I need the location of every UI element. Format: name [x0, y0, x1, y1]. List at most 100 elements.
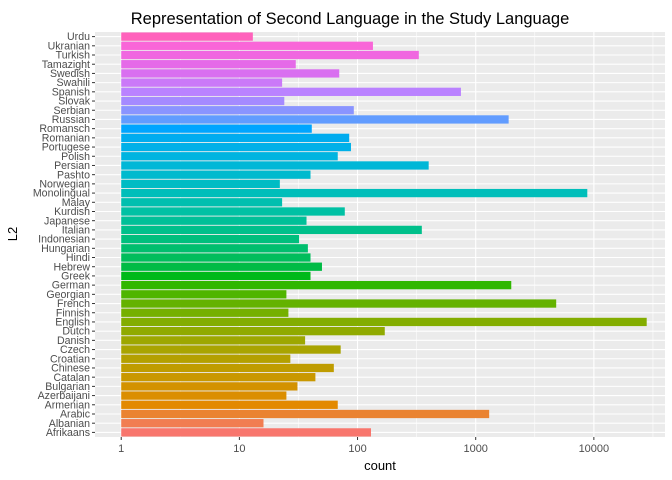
y-tick-label: Croatian: [50, 353, 90, 365]
y-tick-label: Polish: [61, 151, 90, 163]
bar-chinese: [121, 363, 334, 373]
bar-pashto: [121, 170, 311, 179]
x-tick-label: 10000: [579, 443, 610, 455]
y-tick-label: Norwegian: [39, 178, 90, 190]
y-tick-label: Kurdish: [54, 206, 90, 218]
y-tick-label: Malay: [62, 197, 91, 209]
y-tick-label: Czech: [60, 344, 90, 356]
y-tick-label: Hindi: [66, 252, 90, 264]
bar-portugese: [121, 142, 351, 152]
bar-indonesian: [121, 234, 300, 244]
bar-catalan: [121, 373, 316, 382]
y-tick-label: Finnish: [56, 307, 90, 319]
y-tick-label: Arabic: [60, 409, 91, 421]
y-tick-label: Japanese: [44, 215, 90, 227]
y-tick-label: Romanian: [42, 132, 90, 144]
y-tick-label: Hebrew: [53, 261, 90, 273]
y-tick-label: Afrikaans: [46, 427, 90, 439]
y-tick-label: Russian: [52, 114, 90, 126]
y-tick-label: Swedish: [50, 68, 90, 80]
bar-english: [121, 317, 647, 327]
bar-polish: [121, 152, 338, 161]
y-tick-label: Georgian: [46, 289, 90, 301]
bar-azerbaijani: [121, 391, 287, 400]
y-tick-label: French: [57, 298, 90, 310]
y-tick-label: Chinese: [51, 363, 90, 375]
bar-danish: [121, 336, 306, 345]
chart-title: Representation of Second Language in the…: [131, 10, 570, 28]
x-tick-label: 10: [233, 443, 245, 455]
bar-hebrew: [121, 262, 322, 271]
y-tick-label: Portugese: [42, 142, 90, 154]
bar-bulgarian: [121, 382, 298, 391]
y-tick-label: Catalan: [53, 372, 90, 384]
bar-spanish: [121, 87, 461, 96]
y-tick-label: Indonesian: [38, 234, 90, 246]
y-tick-label: Azerbaijani: [38, 390, 90, 402]
y-tick-label: German: [52, 280, 90, 292]
bar-armenian: [121, 400, 338, 409]
y-tick-label: Serbian: [53, 105, 90, 117]
bar-urdu: [121, 32, 253, 41]
bar-swahili: [121, 78, 283, 87]
y-tick-label: Dutch: [62, 326, 90, 338]
bar-tamazight: [121, 60, 296, 69]
y-tick-label: Urdu: [67, 31, 90, 43]
bar-monolingual: [121, 188, 588, 198]
bar-finnish: [121, 308, 289, 317]
bar-croatian: [121, 354, 291, 363]
y-axis-ticks: AfrikaansAlbanianArabicArmenianAzerbaija…: [33, 31, 95, 439]
x-axis-ticks: 1 10 100 1000 10000: [118, 437, 609, 455]
y-tick-label: Tamazight: [42, 59, 90, 71]
bar-afrikaans: [121, 428, 372, 437]
x-tick-label: 100: [348, 443, 366, 455]
bar-norwegian: [121, 179, 280, 189]
y-tick-label: Spanish: [52, 86, 90, 98]
bar-italian: [121, 225, 422, 235]
bar-czech: [121, 345, 341, 354]
y-tick-label: Ukranian: [48, 40, 91, 52]
x-axis-title: count: [364, 458, 396, 473]
bar-hungarian: [121, 244, 308, 253]
y-tick-label: Danish: [57, 335, 90, 347]
y-tick-label: Swahili: [56, 77, 90, 89]
y-tick-label: Armenian: [45, 399, 90, 411]
y-tick-label: Monolingual: [33, 188, 90, 200]
bar-georgian: [121, 290, 287, 299]
y-tick-label: Slovak: [58, 96, 90, 108]
bar-greek: [121, 271, 311, 281]
y-tick-label: Hungarian: [41, 243, 90, 255]
bar-albanian: [121, 419, 264, 428]
x-tick-label: 1000: [463, 443, 487, 455]
bar-kurdish: [121, 207, 345, 216]
bars: [121, 32, 647, 437]
bar-ukranian: [121, 41, 373, 50]
bar-dutch: [121, 327, 385, 336]
y-tick-label: English: [55, 317, 90, 329]
y-axis-title: L2: [5, 227, 20, 241]
y-tick-label: Pashto: [57, 169, 90, 181]
bar-slovak: [121, 96, 285, 106]
y-tick-label: Greek: [61, 271, 91, 283]
bar-romansch: [121, 124, 312, 133]
bar-serbian: [121, 106, 354, 115]
bar-malay: [121, 198, 283, 207]
y-tick-label: Turkish: [56, 50, 90, 62]
y-tick-label: Persian: [54, 160, 90, 172]
bar-swedish: [121, 69, 340, 78]
bar-arabic: [121, 409, 490, 419]
y-tick-label: Bulgarian: [45, 381, 90, 393]
bar-hindi: [121, 253, 311, 262]
y-tick-label: Albanian: [49, 418, 90, 430]
bar-romanian: [121, 133, 350, 142]
bar-persian: [121, 161, 429, 170]
bar-russian: [121, 115, 509, 124]
bar-japanese: [121, 216, 307, 225]
bar-german: [121, 280, 512, 290]
bar-french: [121, 299, 557, 308]
x-tick-label: 1: [118, 443, 124, 455]
y-tick-label: Romansch: [39, 123, 90, 135]
y-tick-label: Italian: [62, 224, 90, 236]
bar-turkish: [121, 50, 419, 60]
